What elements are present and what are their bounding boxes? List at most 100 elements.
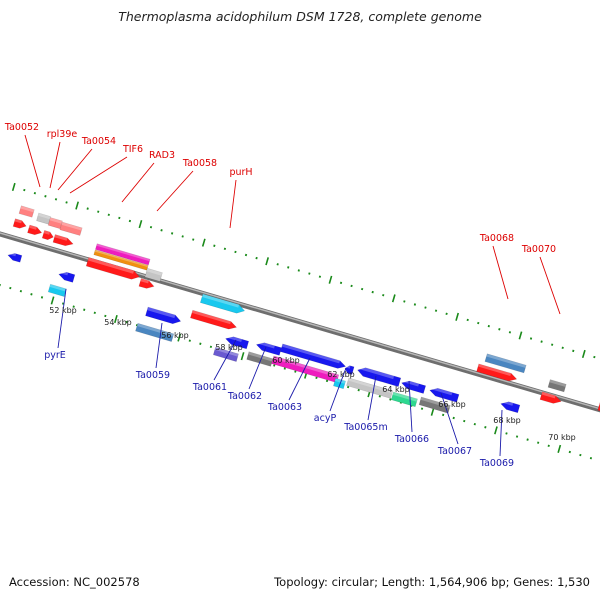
feature-rad3 [85,257,140,280]
leader-line-top [121,162,155,203]
feature-rpl39e-2-shine [49,217,63,224]
feature-rad3-orange [93,249,149,271]
kbp-label: 68 kbp [493,416,521,425]
upper-scale-minor-tick [149,225,153,229]
kbp-label: 54 kbp [104,318,132,327]
lower-scale-minor-tick [515,435,519,438]
feature-rad3-shine [87,257,134,274]
upper-scale-minor-tick [403,300,406,303]
upper-scale-minor-tick [297,269,300,272]
feature-ta0065m-shine [348,377,393,394]
upper-scale-major-tick [138,220,143,229]
feature-pyrE-shine [49,284,67,292]
feature-fwd-4 [52,234,74,247]
gene-label-top: Ta0058 [182,158,217,169]
gene-label-bottom: Ta0067 [437,446,472,457]
lower-scale-minor-tick [315,376,318,379]
feature-ta0058 [190,309,238,330]
leader-line-bottom [213,339,237,381]
feature-ta0068-shine [486,353,527,368]
upper-scale-minor-tick [508,331,512,334]
lower-scale-major-tick [494,426,498,435]
feature-pyrE [47,283,67,297]
gene-label-top: rpl39e [47,129,78,140]
upper-scale-major-tick [265,257,270,266]
upper-scale-minor-tick [244,253,248,257]
feature-ta0054 [59,221,83,236]
feature-fwd-4-shine [54,234,68,241]
upper-scale-major-tick [11,182,16,192]
upper-scale-minor-tick [234,250,237,254]
feature-ta0059 [145,306,182,325]
upper-scale-minor-tick [487,324,490,328]
lower-scale-minor-tick [83,308,86,311]
upper-scale-major-tick [518,331,523,340]
feature-ta0061b [212,346,239,362]
kbp-label: 62 kbp [327,370,355,379]
lower-scale-minor-tick [389,398,392,401]
feature-ta0063-blue [280,343,347,369]
feature-ta0067b [429,387,460,403]
feature-ta0057 [144,267,163,282]
upper-scale-major-tick [455,312,460,321]
upper-scale-minor-tick [308,272,311,275]
leader-line-top [492,245,509,300]
feature-ta0057-shine [146,268,163,276]
upper-scale-minor-tick [97,210,100,213]
lower-scale-minor-tick [188,339,191,342]
gene-label-bottom: Ta0065m [343,422,387,433]
feature-acyP-blue-shine [345,364,351,369]
upper-scale-minor-tick [181,235,184,238]
feature-ta0066b-shine [401,379,419,387]
feature-ta0066b [401,380,427,394]
feature-ta0069 [500,401,521,414]
gene-label-bottom: Ta0066 [394,434,429,445]
upper-scale-major-tick [75,201,80,210]
feature-ta0064-shine [357,365,395,380]
lower-scale-minor-tick [209,345,213,349]
lower-scale-minor-tick [61,302,65,305]
feature-purH-shine [202,294,240,308]
upper-scale-minor-tick [593,355,596,359]
feature-fwd-2 [27,224,43,236]
lower-scale-minor-tick [420,407,424,410]
kbp-label: 52 kbp [49,306,77,315]
feature-ta0067b-shine [430,386,453,396]
feature-ta0059b-shine [137,323,174,337]
feature-acyP [333,377,346,390]
kbp-label: 64 kbp [382,385,410,394]
feature-ta0068b [476,363,518,382]
lower-scale-minor-tick [473,422,476,426]
upper-scale-minor-tick [255,256,258,260]
map-title: Thermoplasma acidophilum DSM 1728, compl… [118,9,482,24]
upper-scale-major-tick [328,275,333,284]
gene-label-bottom: acyP [314,413,337,424]
lower-scale-minor-tick [378,395,381,398]
lower-scale-minor-tick [589,456,593,460]
upper-scale-minor-tick [445,312,448,315]
kbp-label: 60 kbp [272,356,300,365]
feature-fwd-5 [138,278,155,289]
feature-ta0062b [246,351,274,367]
leader-line-bottom [408,380,413,433]
feature-ta0068b-shine [478,363,512,376]
feature-ta0070b [539,391,562,404]
lower-scale-minor-tick [579,453,582,457]
feature-ta0070b-shine [541,391,556,399]
upper-scale-minor-tick [498,328,501,331]
leader-line-top [539,256,561,315]
feature-ta0065m [346,377,394,399]
lower-scale-major-tick [177,333,182,342]
feature-rad3-orange-shine [94,249,149,268]
feature-ta0061 [225,336,250,350]
feature-fwd-3 [41,230,54,241]
lower-scale-minor-tick [40,296,44,299]
leader-line-bottom [367,375,377,421]
feature-ta0067-shine [420,397,451,409]
gene-label-bottom: Ta0061 [192,382,227,393]
gene-label-bottom: Ta0069 [479,458,514,469]
upper-scale-minor-tick [318,275,322,278]
lower-scale-minor-tick [283,367,286,370]
feature-ta0069-shine [501,399,514,406]
lower-scale-minor-tick [484,426,487,429]
